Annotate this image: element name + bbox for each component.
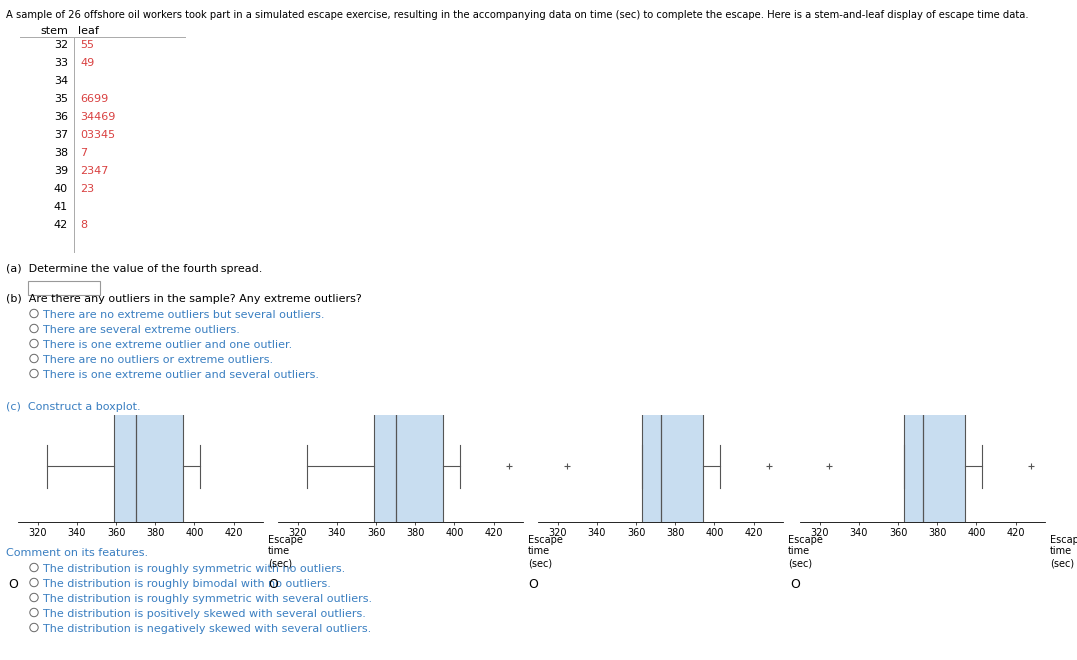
- Text: Comment on its features.: Comment on its features.: [6, 548, 149, 558]
- Text: 33: 33: [54, 58, 68, 68]
- Text: stem: stem: [40, 26, 68, 36]
- Text: O: O: [791, 578, 800, 591]
- Text: (c)  Construct a boxplot.: (c) Construct a boxplot.: [6, 402, 141, 412]
- Text: 42: 42: [54, 220, 68, 230]
- Text: 41: 41: [54, 202, 68, 212]
- Text: 38: 38: [54, 148, 68, 158]
- Text: A sample of 26 offshore oil workers took part in a simulated escape exercise, re: A sample of 26 offshore oil workers took…: [6, 10, 1029, 20]
- Text: 8: 8: [80, 220, 87, 230]
- Bar: [114, 407, 183, 525]
- Text: There is one extreme outlier and one outlier.: There is one extreme outlier and one out…: [43, 340, 292, 350]
- Text: 7: 7: [80, 148, 87, 158]
- Text: Escape
time
(sec): Escape time (sec): [788, 535, 823, 568]
- Text: 37: 37: [54, 130, 68, 140]
- Text: 34469: 34469: [80, 112, 115, 122]
- Text: (a)  Determine the value of the fourth spread.: (a) Determine the value of the fourth sp…: [6, 264, 263, 274]
- Text: O: O: [9, 578, 18, 591]
- Text: Escape
time
(sec): Escape time (sec): [528, 535, 563, 568]
- Bar: [642, 407, 702, 525]
- FancyBboxPatch shape: [28, 281, 100, 295]
- Text: 39: 39: [54, 166, 68, 176]
- Text: 36: 36: [54, 112, 68, 122]
- Text: (b)  Are there any outliers in the sample? Any extreme outliers?: (b) Are there any outliers in the sample…: [6, 294, 362, 304]
- Text: 23: 23: [80, 184, 94, 194]
- Text: O: O: [268, 578, 278, 591]
- Text: 49: 49: [80, 58, 95, 68]
- Text: Escape
time
(sec): Escape time (sec): [1050, 535, 1077, 568]
- Text: 35: 35: [54, 94, 68, 104]
- Text: There are no outliers or extreme outliers.: There are no outliers or extreme outlier…: [43, 355, 274, 365]
- Text: The distribution is positively skewed with several outliers.: The distribution is positively skewed wi…: [43, 609, 366, 619]
- Text: 40: 40: [54, 184, 68, 194]
- Text: The distribution is roughly bimodal with no outliers.: The distribution is roughly bimodal with…: [43, 579, 331, 589]
- Text: 32: 32: [54, 40, 68, 50]
- Text: Escape
time
(sec): Escape time (sec): [268, 535, 303, 568]
- Text: There are no extreme outliers but several outliers.: There are no extreme outliers but severa…: [43, 310, 324, 320]
- Text: 34: 34: [54, 76, 68, 86]
- Text: There are several extreme outliers.: There are several extreme outliers.: [43, 325, 240, 335]
- Text: O: O: [528, 578, 538, 591]
- Text: The distribution is roughly symmetric with several outliers.: The distribution is roughly symmetric wi…: [43, 594, 373, 604]
- Bar: [374, 407, 443, 525]
- Text: 2347: 2347: [80, 166, 109, 176]
- Text: The distribution is negatively skewed with several outliers.: The distribution is negatively skewed wi…: [43, 624, 372, 634]
- Text: 6699: 6699: [80, 94, 109, 104]
- Bar: [904, 407, 965, 525]
- Text: The distribution is roughly symmetric with no outliers.: The distribution is roughly symmetric wi…: [43, 564, 346, 574]
- Text: There is one extreme outlier and several outliers.: There is one extreme outlier and several…: [43, 370, 319, 380]
- Text: leaf: leaf: [78, 26, 99, 36]
- Text: 55: 55: [80, 40, 94, 50]
- Text: 03345: 03345: [80, 130, 115, 140]
